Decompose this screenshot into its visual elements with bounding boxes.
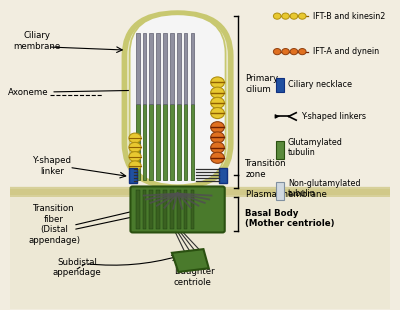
Text: Axoneme: Axoneme [8, 88, 141, 97]
Text: IFT-B and kinesin2: IFT-B and kinesin2 [312, 11, 385, 21]
Bar [150, 33, 153, 104]
Text: Subdistal
appendage: Subdistal appendage [52, 258, 101, 277]
Bar [190, 33, 194, 104]
Bar [136, 104, 140, 180]
Circle shape [129, 133, 141, 143]
Bar [276, 141, 284, 159]
Text: Daughter
centriole: Daughter centriole [174, 267, 214, 287]
Bar [143, 190, 146, 229]
Circle shape [211, 142, 224, 153]
Bar [177, 104, 181, 180]
Bar [276, 182, 284, 200]
Text: Plasma membrane: Plasma membrane [246, 190, 327, 199]
Circle shape [273, 49, 281, 55]
Circle shape [211, 97, 224, 108]
Bar [219, 168, 227, 183]
Bar [129, 168, 137, 183]
Text: Primary
cilium: Primary cilium [245, 74, 278, 94]
Bar [10, 189, 390, 194]
Text: Basal Body
(Mother centriole): Basal Body (Mother centriole) [245, 209, 335, 228]
Circle shape [129, 142, 141, 152]
Bar [136, 33, 140, 104]
Text: IFT-A and dynein: IFT-A and dynein [312, 47, 379, 56]
Circle shape [211, 132, 224, 143]
Circle shape [282, 13, 289, 19]
Bar [143, 33, 146, 104]
Circle shape [282, 49, 289, 55]
Circle shape [211, 87, 224, 98]
Bar [156, 33, 160, 104]
Circle shape [273, 13, 281, 19]
Bar [163, 190, 167, 229]
Circle shape [211, 77, 224, 88]
Text: Non-glutamylated
tubulin: Non-glutamylated tubulin [288, 179, 360, 198]
Text: Glutamylated
tubulin: Glutamylated tubulin [288, 138, 343, 157]
Bar [190, 104, 194, 180]
Bar [163, 104, 167, 180]
Bar [177, 190, 181, 229]
Bar [276, 78, 284, 92]
Circle shape [211, 152, 224, 163]
Circle shape [298, 49, 306, 55]
Bar [10, 187, 390, 309]
Text: Ciliary necklace: Ciliary necklace [288, 80, 352, 89]
Polygon shape [172, 249, 209, 272]
Bar [150, 190, 153, 229]
Bar [163, 33, 167, 104]
Bar [184, 104, 188, 180]
Circle shape [211, 122, 224, 133]
Circle shape [298, 13, 306, 19]
Text: Y-shaped
linker: Y-shaped linker [33, 156, 72, 175]
Bar [190, 190, 194, 229]
FancyBboxPatch shape [130, 187, 225, 232]
Circle shape [290, 49, 298, 55]
Circle shape [129, 152, 141, 162]
Bar [170, 190, 174, 229]
Bar [170, 33, 174, 104]
FancyBboxPatch shape [130, 14, 226, 185]
Circle shape [129, 161, 141, 171]
FancyBboxPatch shape [124, 13, 231, 187]
Circle shape [290, 13, 298, 19]
Bar [177, 33, 181, 104]
Bar [184, 33, 188, 104]
Bar [156, 104, 160, 180]
Text: Ciliary
membrane: Ciliary membrane [13, 31, 60, 51]
Bar [143, 104, 146, 180]
Bar [150, 104, 153, 180]
Bar [136, 190, 140, 229]
Bar [10, 187, 390, 197]
Text: Transition
fiber
(Distal
appendage): Transition fiber (Distal appendage) [28, 204, 80, 245]
Bar [170, 104, 174, 180]
Bar [156, 190, 160, 229]
Text: Y-shaped linkers: Y-shaped linkers [301, 112, 366, 121]
Text: Transition
zone: Transition zone [245, 159, 287, 179]
Circle shape [211, 108, 224, 119]
Bar [184, 190, 188, 229]
